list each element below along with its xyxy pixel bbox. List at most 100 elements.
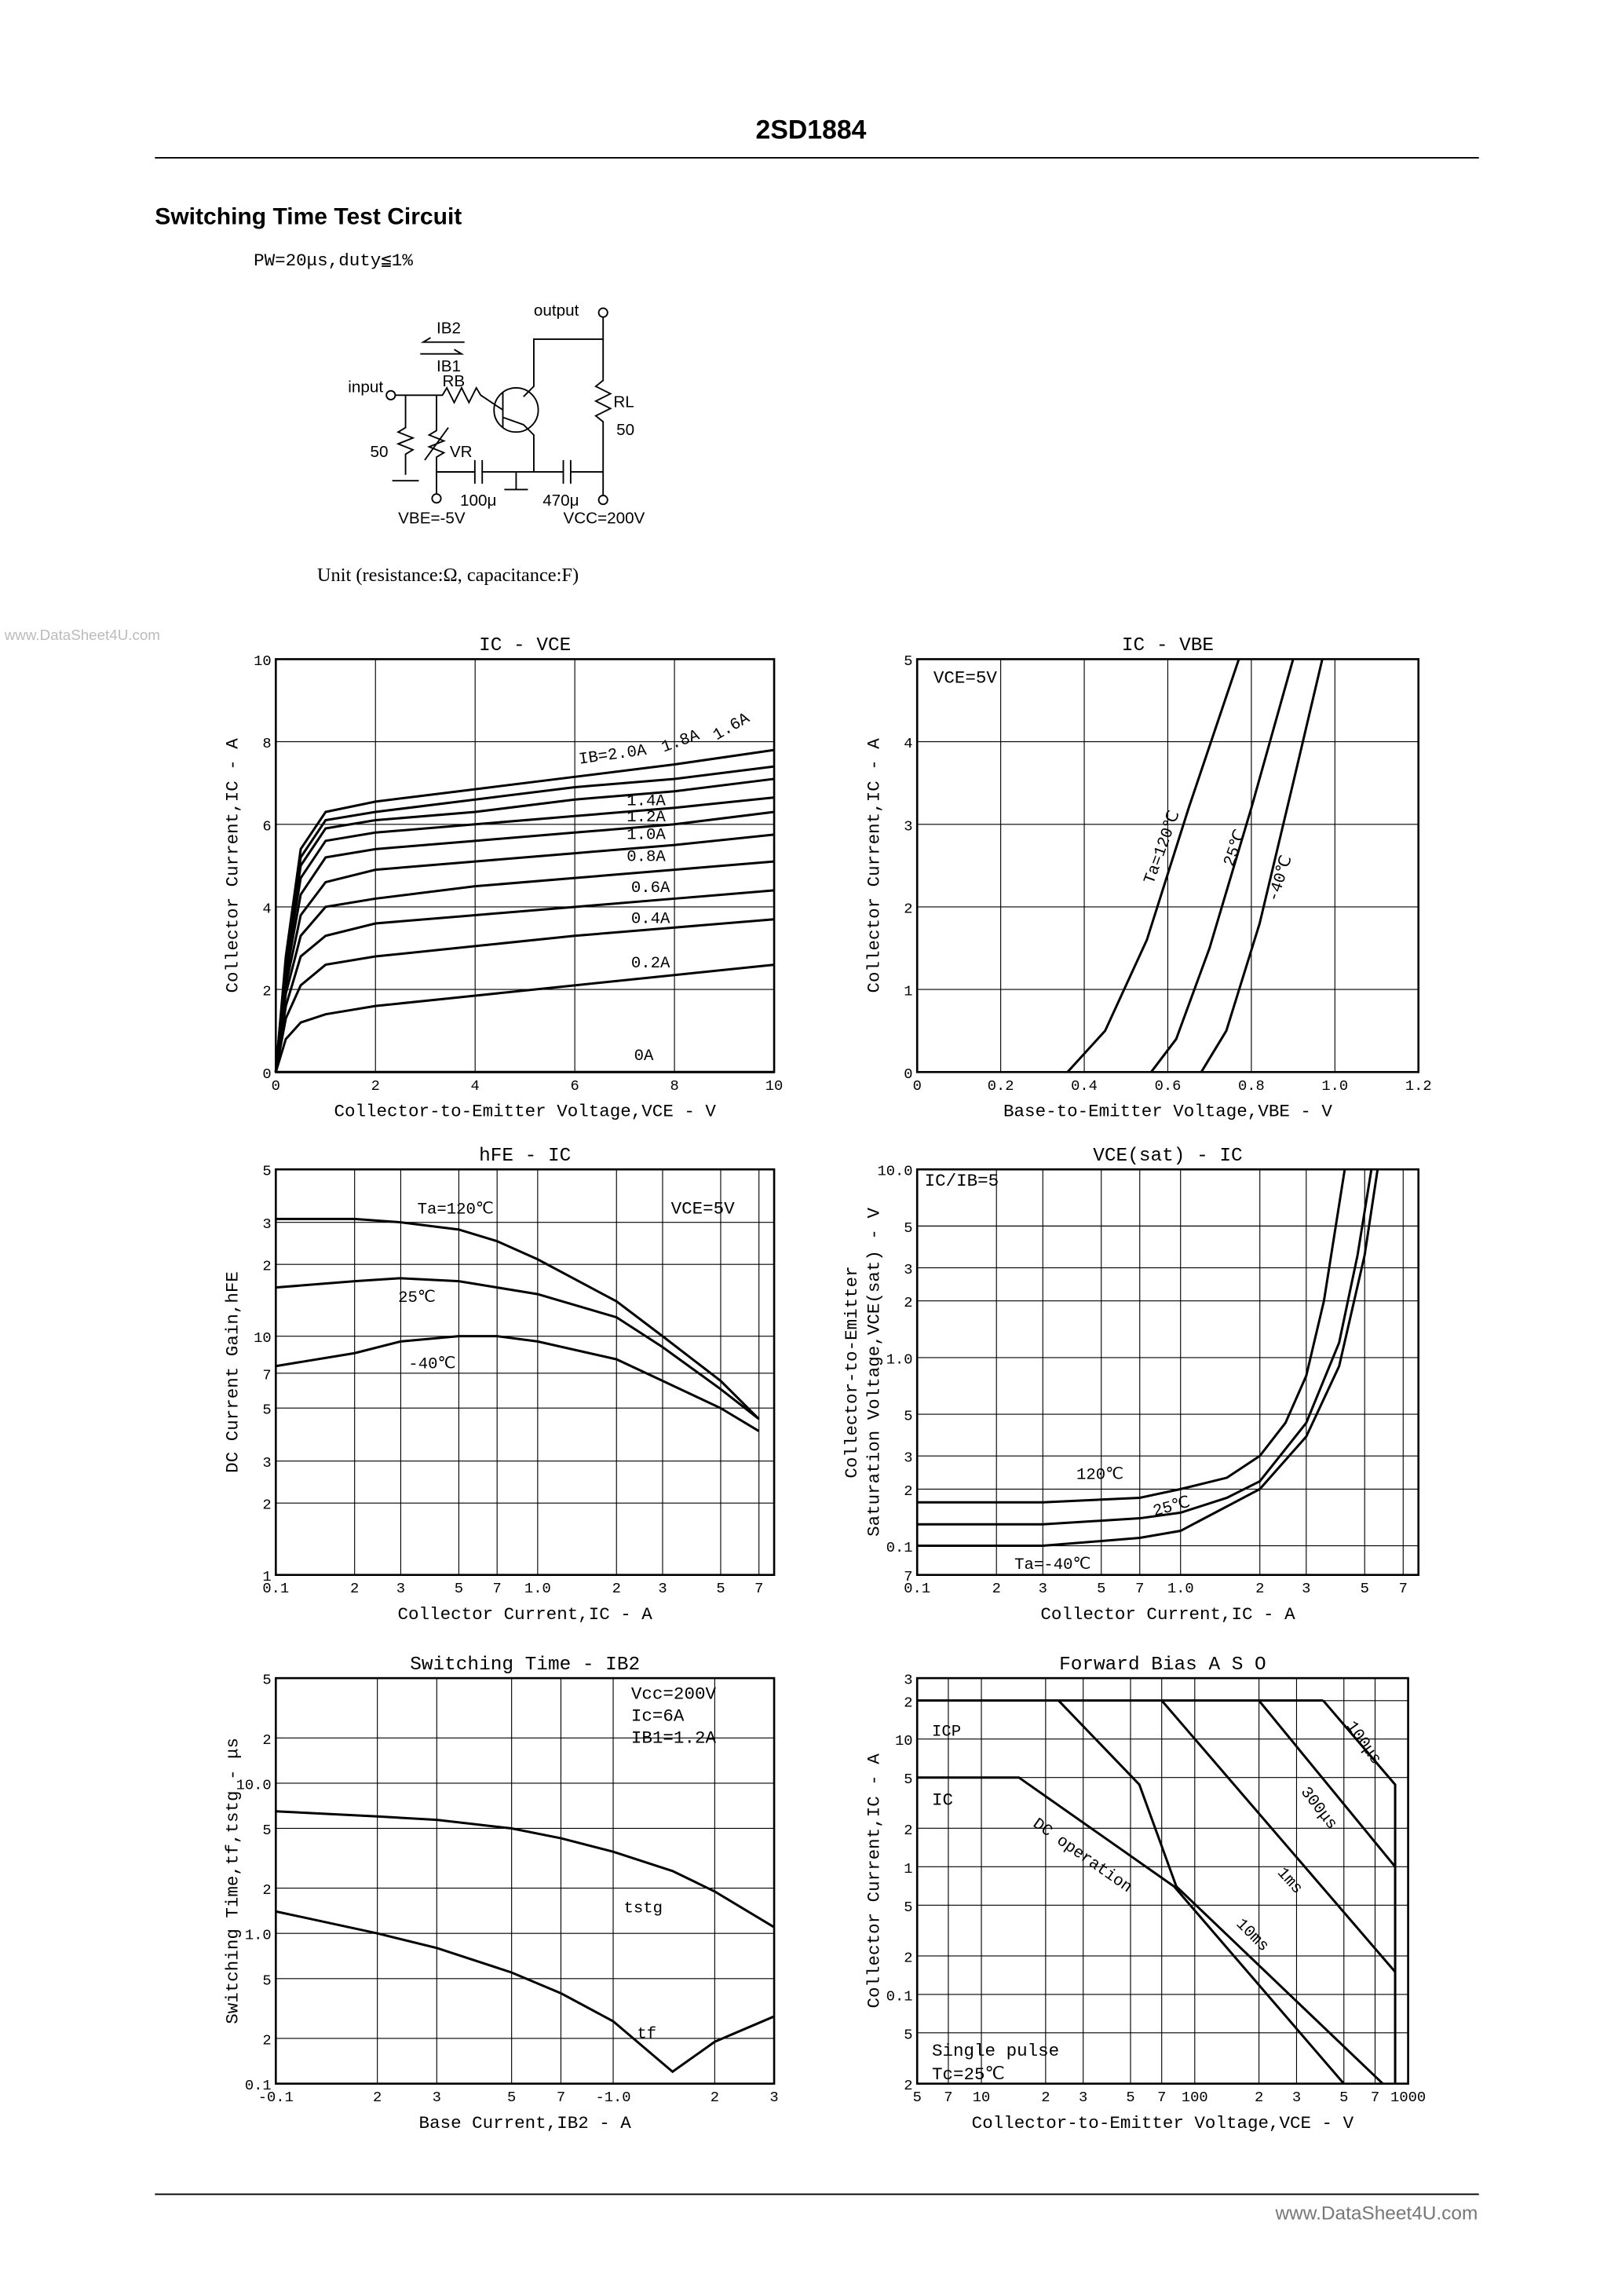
page-title: 2SD1884	[756, 115, 867, 145]
y-tick-label: 2	[904, 1949, 912, 1966]
curve-label: ICP	[932, 1723, 961, 1741]
y-tick-label: 0	[904, 1066, 912, 1083]
x-tick-label: 100	[1182, 2089, 1208, 2106]
y-axis-label: DC Current Gain,hFE	[222, 1271, 243, 1473]
annotation: Single pulse	[932, 2041, 1059, 2061]
y-tick-label: 0.1	[886, 1987, 913, 2005]
resistor	[594, 338, 612, 472]
curve-label: Ta=120℃	[1142, 809, 1185, 887]
y-tick-label: 10	[254, 1329, 272, 1347]
circuit-label: VR	[450, 443, 473, 461]
curve	[274, 796, 775, 1073]
x-tick-label: 1.0	[1321, 1077, 1348, 1095]
curve	[1066, 658, 1240, 1073]
annotation: Ic=6A	[631, 1706, 685, 1727]
x-tick-label: 0.1	[904, 1580, 930, 1597]
circuit-label: 470μ	[542, 492, 579, 510]
x-axis-label: Base-to-Emitter Voltage,VBE - V	[1003, 1102, 1332, 1122]
y-tick-label: 5	[262, 1972, 271, 1989]
x-tick-label: 3	[658, 1580, 667, 1597]
curve-label: 1.0A	[627, 827, 666, 845]
x-tick-label: 0.1	[262, 1580, 289, 1597]
current-arrow	[420, 349, 465, 355]
curve	[1322, 1699, 1397, 2084]
y-tick-label: 2	[262, 1497, 271, 1514]
curve-label: 25℃	[1221, 828, 1251, 869]
curve	[274, 810, 775, 1073]
section-title: Switching Time Test Circuit	[155, 203, 462, 229]
y-tick-label: 3	[904, 1450, 912, 1467]
circuit-diagram	[385, 307, 612, 506]
curve	[1150, 659, 1295, 1073]
curve	[1200, 659, 1324, 1073]
y-tick-label: 5	[904, 1899, 912, 1916]
x-tick-label: 2	[992, 1580, 1001, 1597]
resistor	[395, 386, 504, 411]
y-tick-label: 0.1	[886, 1539, 913, 1556]
curve	[917, 1168, 1373, 1526]
curve-label: 1.6A	[711, 710, 754, 745]
curve	[917, 1776, 1345, 2085]
curve	[274, 765, 775, 1073]
y-tick-label: 2	[262, 1881, 271, 1899]
wire	[523, 316, 605, 397]
curve-label: Ta=-40℃	[1014, 1556, 1091, 1574]
y-tick-label: 3	[904, 1261, 912, 1278]
y-tick-label: 2	[904, 1294, 912, 1311]
curve	[276, 1217, 760, 1420]
plot-frame	[274, 1168, 776, 1576]
x-tick-label: 6	[571, 1077, 579, 1095]
terminal	[385, 389, 396, 400]
curve-label: tstg	[623, 1900, 663, 1918]
x-tick-label: 3	[433, 2089, 441, 2106]
circuit-label: IB2	[437, 319, 461, 337]
chart-title: IC - VBE	[1122, 635, 1214, 656]
x-tick-label: 3	[1302, 1580, 1310, 1597]
x-tick-label: 1.0	[524, 1580, 551, 1597]
circuit-label: RB	[443, 372, 466, 390]
y-tick-label: 7	[262, 1366, 271, 1384]
y-tick-label: 3	[904, 1672, 912, 1689]
y-tick-label: 3	[262, 1216, 271, 1233]
y-axis-label: Switching Time,tf,tstg - μs	[222, 1738, 243, 2024]
curve-label: Ta=120℃	[418, 1201, 495, 1219]
curve	[274, 963, 775, 1073]
curve-label: 1ms	[1273, 1864, 1306, 1898]
x-tick-label: 5	[1126, 2089, 1134, 2106]
x-tick-label: 5	[913, 2089, 922, 2106]
x-tick-label: 5	[507, 2089, 516, 2106]
x-tick-label: 10	[765, 1077, 784, 1095]
y-tick-label: 5	[904, 1771, 912, 1788]
y-tick-label: 2	[904, 2077, 912, 2094]
y-tick-label: 10	[254, 653, 272, 670]
watermark: www.DataSheet4U.com	[1275, 2203, 1478, 2224]
y-tick-label: 4	[262, 900, 271, 917]
y-tick-label: 5	[262, 1402, 271, 1419]
curve	[274, 889, 775, 1073]
annotation: IB1=1.2A	[631, 1728, 717, 1749]
x-tick-label: 0.2	[988, 1077, 1014, 1095]
curve	[274, 918, 775, 1073]
transistor	[493, 386, 539, 433]
curve-label: 25℃	[398, 1289, 436, 1307]
circuit-label: IB1	[437, 357, 461, 375]
y-axis-label: Collector Current,IC - A	[864, 738, 884, 993]
x-tick-label: 10	[973, 2089, 991, 2106]
x-tick-label: 5	[1339, 2089, 1348, 2106]
y-tick-label: 5	[904, 653, 912, 670]
x-axis-label: Collector-to-Emitter Voltage,VCE - V	[334, 1102, 716, 1122]
y-tick-label: 2	[904, 1822, 912, 1839]
x-tick-label: 7	[1371, 2089, 1379, 2106]
curve	[275, 1910, 775, 2074]
x-tick-label: 1.2	[1405, 1077, 1432, 1095]
x-tick-label: 3	[396, 1580, 405, 1597]
y-tick-label: 2	[262, 1258, 271, 1275]
curve-label: IB=2.0A	[578, 742, 648, 770]
x-tick-label: 2	[371, 1077, 380, 1095]
x-tick-label: 5	[455, 1580, 463, 1597]
circuit-condition: PW=20μs,duty≦1%	[254, 250, 413, 271]
y-axis-label: Collector-to-Emitter	[842, 1266, 862, 1478]
y-tick-label: 5	[262, 1822, 271, 1839]
resistor	[396, 395, 415, 475]
